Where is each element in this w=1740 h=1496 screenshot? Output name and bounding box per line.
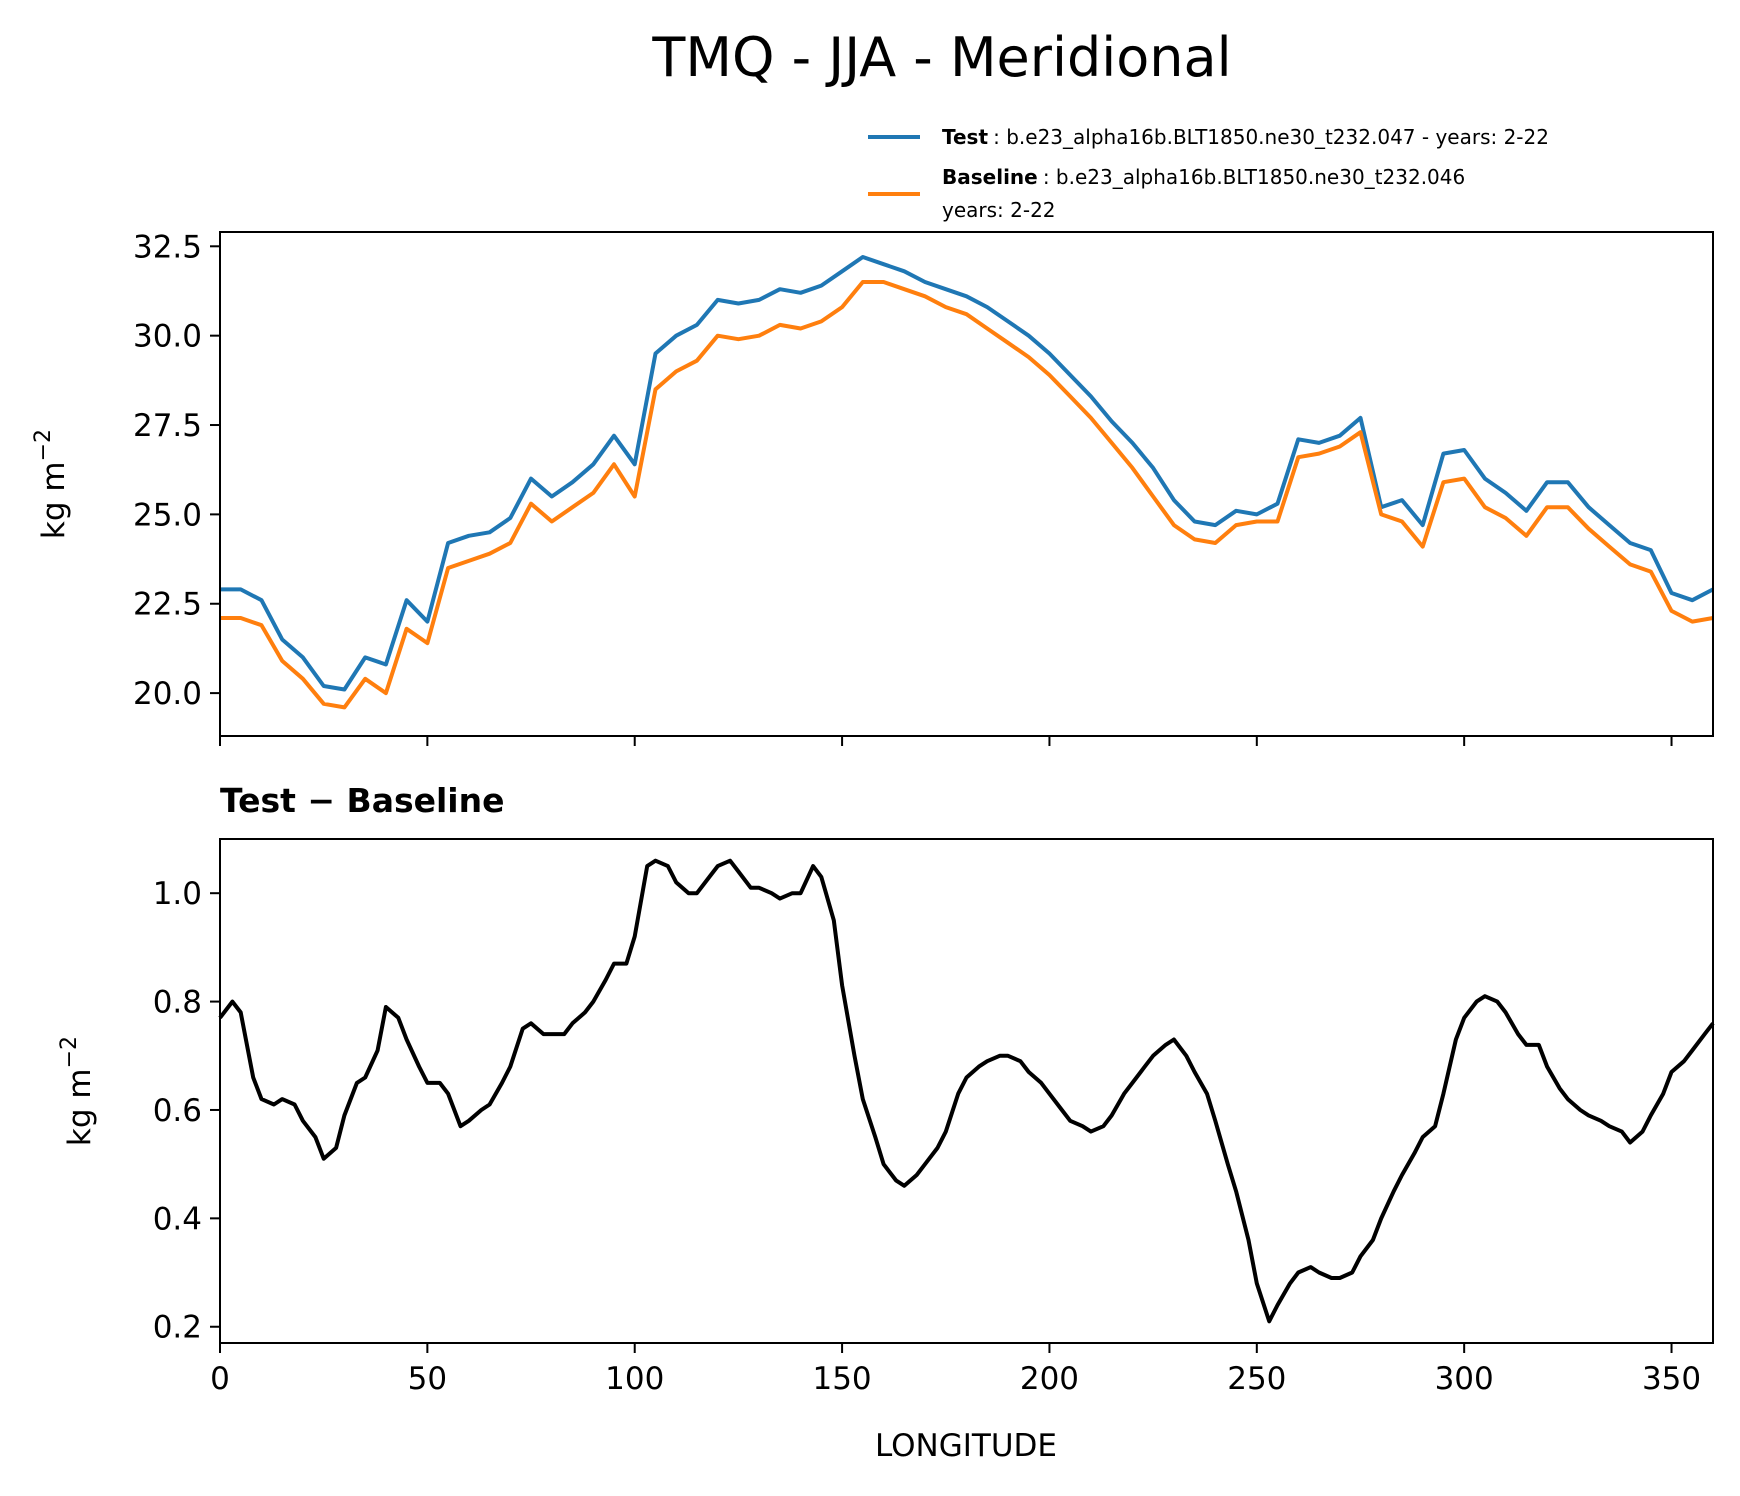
legend: Test : b.e23_alpha16b.BLT1850.ne30_t232.… — [868, 125, 1549, 222]
series-line-difference — [218, 858, 1715, 1324]
top-y-axis-label-unit: kg m — [36, 461, 72, 539]
bot-x-tick-label: 200 — [1020, 1361, 1079, 1397]
bottom-y-axis-label-unit: kg m — [62, 1068, 98, 1146]
bottom-x-axis: 0 50 100 150 200 250 300 350 — [210, 1343, 1701, 1397]
bot-y-tick-label: 0.6 — [153, 1093, 202, 1129]
bottom-panel: Test − Baseline 0.2 0.4 0.6 0.8 1.0 0 50 100 15… — [57, 781, 1715, 1464]
top-y-tick-label: 22.5 — [133, 587, 202, 623]
bottom-y-axis: 0.2 0.4 0.6 0.8 1.0 — [153, 876, 220, 1346]
bottom-y-axis-label-exponent: −2 — [57, 1036, 82, 1068]
bot-y-tick-label: 0.4 — [153, 1201, 202, 1237]
legend-detail-baseline: : b.e23_alpha16b.BLT1850.ne30_t232.046 — [1043, 165, 1465, 189]
legend-entry-test: Test : b.e23_alpha16b.BLT1850.ne30_t232.… — [942, 125, 1549, 149]
legend-detail-baseline-years: years: 2-22 — [942, 198, 1056, 222]
top-y-axis-label-exponent: −2 — [31, 429, 56, 461]
bot-y-tick-label: 0.8 — [153, 985, 202, 1021]
top-y-axis: 20.0 22.5 25.0 27.5 30.0 32.5 — [133, 229, 220, 712]
legend-detail-test: : b.e23_alpha16b.BLT1850.ne30_t232.047 -… — [993, 125, 1549, 149]
bot-x-tick-label: 100 — [605, 1361, 664, 1397]
bottom-plot-frame — [219, 838, 1714, 1344]
bot-x-tick-label: 350 — [1642, 1361, 1701, 1397]
top-y-tick-label: 25.0 — [133, 497, 202, 533]
top-y-tick-label: 27.5 — [133, 408, 202, 444]
top-panel: 20.0 22.5 25.0 27.5 30.0 32.5 kg m−2 — [31, 229, 1714, 746]
difference-panel-title: Test − Baseline — [220, 781, 505, 820]
bot-x-tick-label: 300 — [1435, 1361, 1494, 1397]
bot-y-tick-label: 1.0 — [153, 876, 202, 912]
legend-label-baseline: Baseline — [942, 165, 1038, 189]
top-y-tick-label: 20.0 — [133, 676, 202, 712]
series-line-baseline — [220, 280, 1714, 710]
bot-y-tick-label: 0.2 — [153, 1310, 202, 1346]
top-y-axis-label: kg m−2 — [31, 429, 72, 539]
top-x-axis — [219, 736, 1673, 746]
bottom-y-axis-label: kg m−2 — [57, 1036, 98, 1146]
series-line-test — [220, 255, 1714, 692]
top-y-tick-label: 32.5 — [133, 229, 202, 265]
top-series-group — [220, 255, 1714, 710]
bottom-series-group — [218, 858, 1715, 1324]
top-plot-frame — [219, 231, 1714, 737]
legend-label-test: Test — [942, 125, 988, 149]
bot-x-tick-label: 150 — [812, 1361, 871, 1397]
top-y-tick-label: 30.0 — [133, 319, 202, 355]
bot-x-tick-label: 0 — [210, 1361, 230, 1397]
bot-x-tick-label: 250 — [1227, 1361, 1286, 1397]
chart-title: TMQ - JJA - Meridional — [651, 26, 1231, 89]
bot-x-tick-label: 50 — [408, 1361, 447, 1397]
legend-entry-baseline: Baseline : b.e23_alpha16b.BLT1850.ne30_t… — [942, 165, 1465, 189]
x-axis-label: LONGITUDE — [875, 1428, 1057, 1464]
